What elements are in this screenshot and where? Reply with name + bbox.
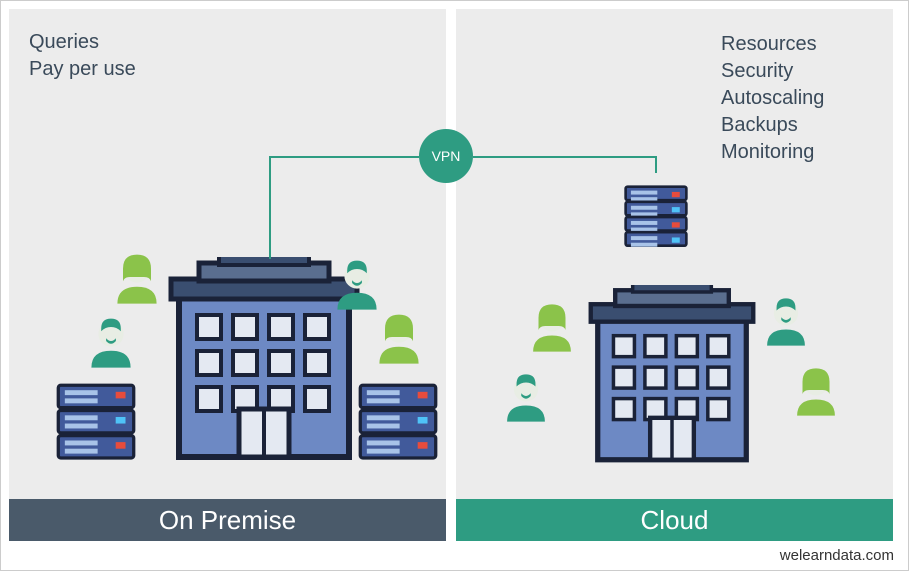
cloud-title-bar: Cloud bbox=[456, 499, 893, 541]
on-premise-title: On Premise bbox=[159, 505, 296, 535]
feature-item: Backups bbox=[721, 112, 824, 139]
server-icon bbox=[55, 381, 137, 465]
vpn-node: VPN bbox=[419, 129, 473, 183]
diagram-canvas: Queries Pay per use Resources Security A… bbox=[0, 0, 909, 571]
person-icon bbox=[789, 363, 843, 417]
on-premise-title-bar: On Premise bbox=[9, 499, 446, 541]
cloud-building-icon bbox=[579, 285, 765, 465]
person-icon bbox=[329, 255, 385, 311]
feature-item: Queries bbox=[29, 29, 136, 56]
vpn-label: VPN bbox=[432, 148, 461, 164]
feature-item: Security bbox=[721, 58, 824, 85]
person-icon bbox=[371, 309, 427, 365]
server-icon bbox=[357, 381, 439, 465]
on-premise-features: Queries Pay per use bbox=[29, 29, 136, 83]
person-icon bbox=[499, 369, 553, 423]
cloud-title: Cloud bbox=[641, 505, 709, 535]
person-icon bbox=[525, 299, 579, 353]
attribution-text: welearndata.com bbox=[780, 547, 894, 564]
feature-item: Autoscaling bbox=[721, 85, 824, 112]
server-icon bbox=[623, 171, 689, 263]
feature-item: Resources bbox=[721, 31, 824, 58]
person-icon bbox=[759, 293, 813, 347]
cloud-features: Resources Security Autoscaling Backups M… bbox=[721, 31, 824, 166]
feature-item: Monitoring bbox=[721, 139, 824, 166]
person-icon bbox=[83, 313, 139, 369]
feature-item: Pay per use bbox=[29, 56, 136, 83]
person-icon bbox=[109, 249, 165, 305]
